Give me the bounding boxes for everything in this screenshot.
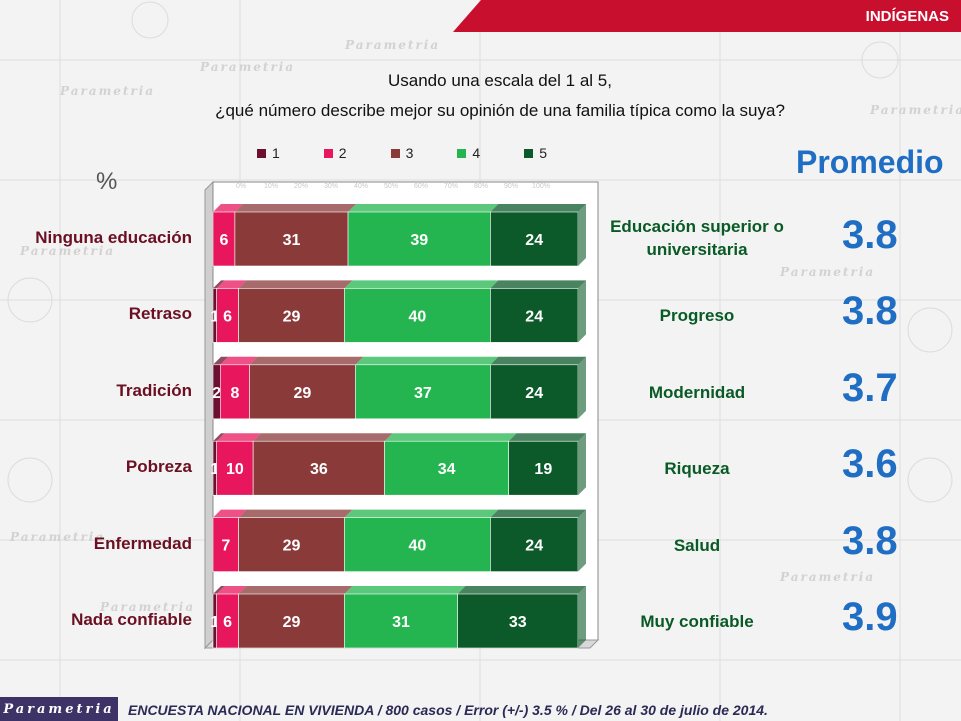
legend-label: 5 [539, 145, 547, 161]
row-left-label: Ninguna educación [35, 228, 192, 247]
legend-swatch [323, 148, 333, 158]
row-average: 3.6 [842, 442, 898, 487]
legend-label: 3 [405, 145, 414, 161]
row-left-label: Tradición [116, 380, 192, 400]
legend-item-5: 5 [524, 145, 547, 161]
question-line-2: ¿qué número describe mejor su opinión de… [215, 101, 785, 120]
row-left-label: Enfermedad [93, 533, 192, 553]
row-right-label: Educación superior o universitaria [610, 217, 784, 259]
watermark-text: Parametria [100, 600, 196, 614]
footer-logo: Parametria [0, 697, 118, 721]
question-line-1: Usando una escala del 1 al 5, [388, 71, 612, 90]
legend-swatch [524, 148, 534, 158]
row-average: 3.9 [842, 595, 898, 639]
row-average: 3.8 [842, 213, 898, 257]
row-left-label: Nada confiable [71, 610, 192, 629]
watermark-text: Parametria [780, 570, 876, 584]
legend-item-2: 2 [323, 145, 347, 161]
legend-item-1: 1 [257, 145, 280, 161]
row-average: 3.8 [842, 518, 898, 563]
row-right-label: Progreso [659, 306, 735, 326]
row-right-label: Riqueza [664, 459, 730, 479]
legend-label: 4 [472, 145, 481, 161]
row-right-label: Muy confiable [640, 612, 754, 631]
footer-note: ENCUESTA NACIONAL EN VIVIENDA / 800 caso… [128, 702, 768, 718]
legend-swatch [257, 148, 266, 158]
legend-swatch [457, 148, 467, 158]
chart-legend: 1 2 3 4 5 [257, 145, 591, 161]
percent-unit-label: % [96, 168, 118, 195]
legend-label: 1 [272, 145, 280, 161]
watermark-text: Parametria [20, 244, 116, 258]
segment-tag: INDÍGENAS [453, 0, 961, 32]
watermark-text: Parametria [345, 38, 441, 52]
legend-label: 2 [338, 145, 347, 161]
row-average: 3.7 [842, 365, 898, 410]
row-left-label: Retraso [128, 304, 192, 324]
row-right-label: Salud [673, 535, 721, 555]
legend-swatch [390, 148, 400, 158]
watermark-text: Parametria [10, 530, 106, 544]
row-left-label: Pobreza [125, 457, 192, 477]
legend-item-3: 3 [390, 145, 414, 161]
legend-item-4: 4 [457, 145, 480, 161]
average-header: Promedio [796, 144, 944, 180]
watermark-text: Parametria [870, 103, 961, 117]
watermark-text: Parametria [780, 265, 876, 279]
row-right-label: Modernidad [648, 382, 746, 402]
watermark-text: Parametria [200, 60, 296, 74]
row-average: 3.8 [842, 289, 898, 334]
watermark-text: Parametria [60, 84, 156, 98]
